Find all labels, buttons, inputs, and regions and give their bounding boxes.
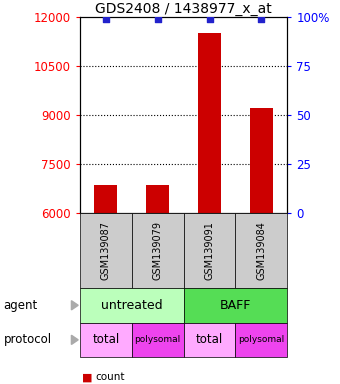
Text: GSM139091: GSM139091	[205, 221, 215, 280]
Text: protocol: protocol	[3, 333, 52, 346]
Point	[103, 16, 108, 22]
Text: count: count	[95, 372, 125, 382]
Text: polysomal: polysomal	[135, 335, 181, 344]
Text: GSM139084: GSM139084	[256, 221, 266, 280]
Bar	[235, 323, 287, 357]
Point	[207, 16, 212, 22]
Polygon shape	[71, 335, 78, 344]
Text: polysomal: polysomal	[238, 335, 285, 344]
Bar	[184, 323, 236, 357]
Point	[155, 16, 160, 22]
Bar	[80, 213, 132, 288]
Bar	[184, 288, 287, 323]
Bar	[146, 185, 169, 213]
Text: BAFF: BAFF	[220, 299, 251, 312]
Text: agent: agent	[3, 299, 38, 312]
Bar	[235, 213, 287, 288]
Text: GSM139087: GSM139087	[101, 221, 111, 280]
Text: ■: ■	[82, 372, 92, 382]
Title: GDS2408 / 1438977_x_at: GDS2408 / 1438977_x_at	[95, 2, 272, 16]
Text: GSM139079: GSM139079	[153, 221, 163, 280]
Bar	[198, 33, 221, 213]
Bar	[132, 323, 184, 357]
Point	[259, 16, 264, 22]
Polygon shape	[71, 301, 78, 310]
Text: total: total	[92, 333, 119, 346]
Text: total: total	[196, 333, 223, 346]
Bar	[250, 108, 273, 213]
Text: untreated: untreated	[101, 299, 163, 312]
Bar	[94, 185, 118, 213]
Bar	[132, 213, 184, 288]
Bar	[80, 323, 132, 357]
Bar	[80, 288, 184, 323]
Bar	[184, 213, 236, 288]
